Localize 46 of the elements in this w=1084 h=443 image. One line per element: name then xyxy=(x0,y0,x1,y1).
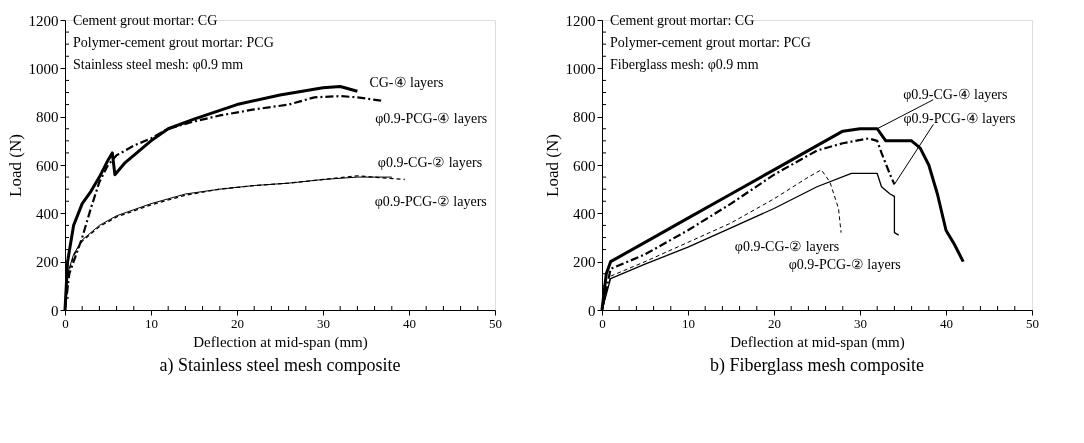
annotation: Cement grout mortar: CG xyxy=(610,13,755,28)
x-tick-label: 0 xyxy=(599,315,606,331)
y-tick-label: 200 xyxy=(36,254,59,271)
y-tick-label: 1000 xyxy=(28,60,59,77)
text: φ0.9-CG-④ layers xyxy=(903,86,1008,102)
x-tick-label: 40 xyxy=(403,315,416,331)
y-axis-title: Load (N) xyxy=(5,134,25,197)
series-label: φ0.9-PCG-④ layers xyxy=(375,110,488,126)
x-axis-title: Deflection at mid-span (mm) xyxy=(730,333,905,351)
x-tick-label: 20 xyxy=(231,315,244,331)
series-label: φ0.9-CG-② layers xyxy=(734,238,840,254)
y-tick-label: 0 xyxy=(51,302,59,319)
series-label: φ0.9-CG-② layers xyxy=(377,155,483,171)
annotation: Stainless steel mesh: φ0.9 mm xyxy=(73,57,244,72)
y-tick-label: 1200 xyxy=(28,12,59,29)
text: a) Stainless steel mesh composite xyxy=(159,355,401,376)
annotation: Polymer-cement grout mortar: PCG xyxy=(610,35,811,50)
x-tick-label: 40 xyxy=(940,315,953,331)
y-tick-label: 0 xyxy=(588,302,596,319)
series-label: φ0.9-PCG-② layers xyxy=(374,193,487,209)
x-axis-title: Deflection at mid-span (mm) xyxy=(193,333,368,351)
series-label: CG-④ layers xyxy=(369,75,444,91)
y-tick-label: 400 xyxy=(36,205,59,222)
y-tick-label: 600 xyxy=(573,157,596,174)
x-tick-label: 20 xyxy=(768,315,781,331)
y-tick-label: 800 xyxy=(573,109,596,126)
y-tick-label: 400 xyxy=(573,205,596,222)
y-tick-label: 600 xyxy=(36,157,59,174)
y-tick-label: 800 xyxy=(36,109,59,126)
x-tick-label: 30 xyxy=(317,315,330,331)
series-label: φ0.9-PCG-② layers xyxy=(788,257,901,273)
x-tick-label: 10 xyxy=(682,315,695,331)
text: b) Fiberglass mesh composite xyxy=(709,355,925,376)
annotation: Polymer-cement grout mortar: PCG xyxy=(73,35,274,50)
annotation: Cement grout mortar: CG xyxy=(73,13,218,28)
y-tick-label: 1200 xyxy=(565,12,596,29)
y-tick-label: 200 xyxy=(573,254,596,271)
x-tick-label: 50 xyxy=(1026,315,1039,331)
x-tick-label: 10 xyxy=(145,315,158,331)
annotation: Fiberglass mesh: φ0.9 mm xyxy=(610,57,759,72)
x-tick-label: 0 xyxy=(62,315,69,331)
x-tick-label: 30 xyxy=(854,315,867,331)
y-axis-title: Load (N) xyxy=(542,134,562,197)
text: φ0.9-PCG-④ layers xyxy=(903,111,1016,127)
y-tick-label: 1000 xyxy=(565,60,596,77)
x-tick-label: 50 xyxy=(489,315,502,331)
